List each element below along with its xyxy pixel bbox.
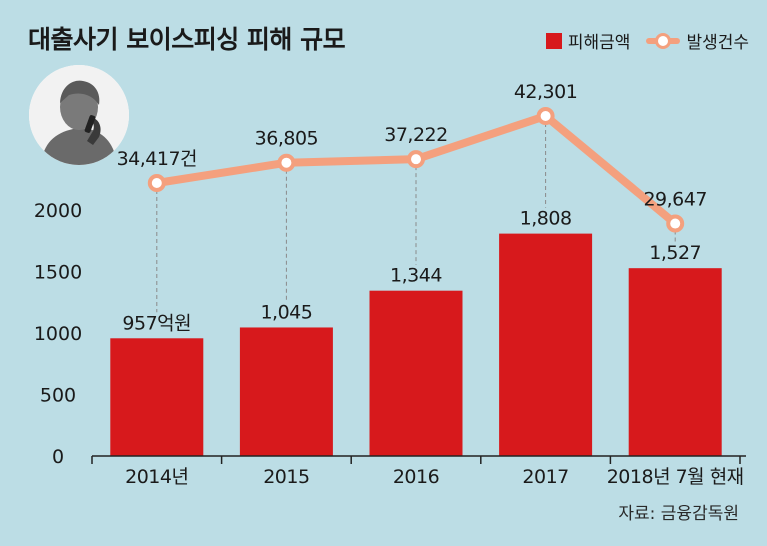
x-category-label: 2018년 7월 현재	[607, 466, 744, 488]
legend: 피해금액 발생건수	[538, 28, 749, 53]
bar-value-label: 957억원	[122, 312, 191, 334]
legend-bar-label: 피해금액	[567, 33, 631, 53]
y-tick-label: 1000	[34, 323, 82, 345]
source-note: 자료: 금융감독원	[618, 504, 739, 524]
x-category-label: 2017	[522, 466, 568, 488]
bar-value-label: 1,045	[260, 301, 312, 323]
legend-line-swatch	[646, 32, 681, 49]
legend-item-bar: 피해금액	[545, 28, 631, 53]
x-category-label: 2016	[393, 466, 439, 488]
line-value-label: 29,647	[643, 189, 706, 211]
legend-line-label: 발생건수	[686, 33, 749, 53]
line-value-label: 34,417건	[117, 148, 197, 170]
legend-bar-swatch	[545, 32, 562, 49]
bar-value-label: 1,344	[390, 265, 442, 287]
line-point-2	[277, 153, 296, 172]
line-value-label: 37,222	[384, 124, 447, 146]
y-tick-label: 500	[40, 385, 76, 407]
x-category-label: 2014년	[125, 466, 188, 488]
bar-4	[499, 233, 593, 456]
line-point-1	[147, 174, 166, 192]
bar-2	[239, 327, 333, 456]
line-point-4	[536, 107, 555, 125]
bar-5	[628, 268, 722, 456]
line-value-label: 36,805	[255, 128, 318, 150]
y-tick-label: 2000	[34, 200, 82, 222]
legend-item-line: 발생건수	[646, 28, 749, 53]
silhouette-person-on-phone-icon	[29, 65, 129, 165]
bar-value-label: 1,808	[520, 208, 572, 230]
bar-value-label: 1,527	[649, 242, 701, 264]
chart-title: 대출사기 보이스피싱 피해 규모	[28, 25, 346, 54]
line-value-label: 42,301	[514, 81, 577, 103]
bar-3	[369, 290, 463, 456]
y-tick-label: 1500	[34, 262, 82, 284]
bar-1	[110, 338, 204, 456]
y-tick-label: 0	[52, 446, 64, 468]
line-point-3	[407, 150, 425, 169]
line-point-5	[666, 214, 685, 233]
x-category-label: 2015	[263, 466, 309, 488]
